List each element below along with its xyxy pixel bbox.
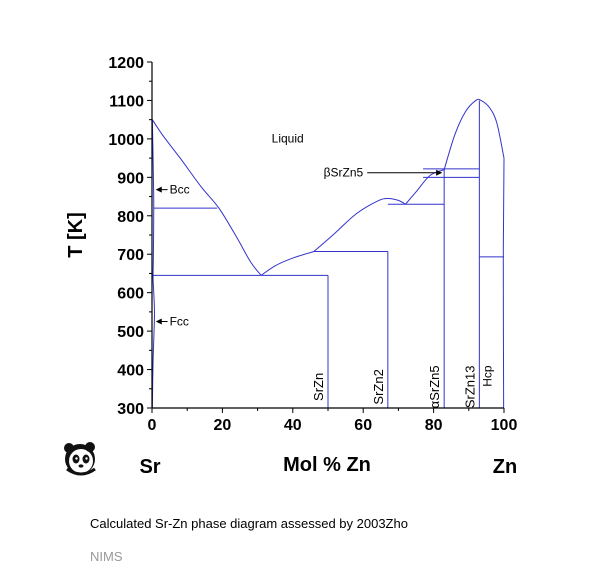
source-label: NIMS [90,549,123,564]
curve-liquidus-srzn [260,251,315,276]
curve-hcp-solvus [502,158,505,409]
compound-label: SrZn [311,373,326,401]
y-tick-label: 700 [117,247,144,264]
x-tick-label: 60 [354,417,372,434]
y-tick-label: 400 [117,363,144,380]
x-tick-label: 100 [491,417,518,434]
curve-bcc-fcc-solvus [151,119,155,409]
y-tick-label: 600 [117,286,144,303]
compound-label: SrZn2 [371,369,386,404]
panda-icon [64,442,96,476]
x-tick-label: 0 [148,417,157,434]
x-tick-label: 40 [284,417,302,434]
compound-label: SrZn13 [462,366,477,409]
x-tick-label: 80 [425,417,443,434]
chart: SrZn SrZn2 αSrZn5 SrZn133004005006007008009… [64,55,518,478]
y-tick-label: 900 [117,170,144,187]
annotation-label: Bcc [170,183,190,197]
left-element-label: Sr [139,456,160,478]
annotation-label: Liquid [272,132,304,146]
compound-label: αSrZn5 [427,365,442,408]
annotation-label: βSrZn5 [324,166,364,180]
y-tick-label: 800 [117,209,144,226]
annotation-label: Hcp [481,365,495,387]
y-axis-label: T [K] [65,212,87,258]
x-axis-label: Mol % Zn [283,454,371,476]
y-tick-label: 1100 [109,93,144,110]
curve-liquidus-sr-side [151,119,262,276]
annotation-label: Fcc [170,315,189,329]
y-tick-label: 300 [117,401,144,418]
annotation-arrowhead [155,318,162,325]
curve-liquidus-srzn13 [443,98,505,170]
y-tick-label: 1000 [108,132,144,149]
annotation-arrowhead [155,186,162,193]
right-element-label: Zn [493,456,517,478]
curve-liquidus-srzn2 [313,197,406,252]
x-tick-label: 20 [214,417,232,434]
annotation-arrowhead [436,169,443,176]
y-tick-label: 500 [117,324,144,341]
curve-liquidus-srzn5 [405,169,445,205]
figure-caption: Calculated Sr-Zn phase diagram assessed … [90,516,408,531]
y-tick-label: 1200 [108,55,144,72]
